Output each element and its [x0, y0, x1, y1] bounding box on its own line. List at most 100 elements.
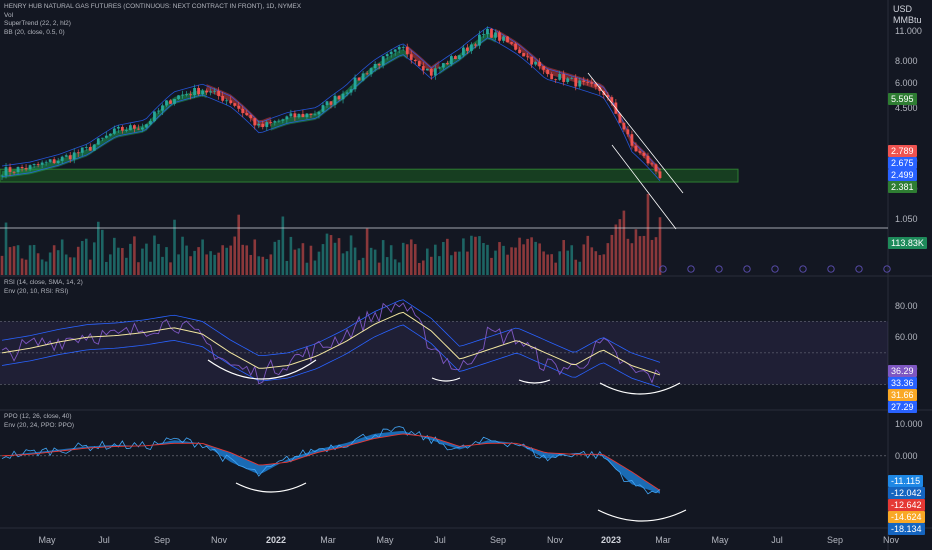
rsi-legend-title[interactable]: RSI (14, close, SMA, 14, 2)	[4, 279, 83, 286]
candle	[437, 67, 441, 69]
candle	[433, 68, 437, 76]
time-axis-label: May	[376, 535, 394, 545]
candle	[112, 128, 116, 134]
time-axis-label: Nov	[546, 535, 564, 545]
ppo-legend-title[interactable]: PPO (12, 26, close, 40)	[4, 413, 72, 420]
volume-bar	[614, 224, 618, 275]
volume-bar	[257, 256, 261, 275]
candle	[317, 111, 321, 115]
volume-bar	[56, 250, 60, 275]
volume-bar	[353, 247, 357, 275]
ppo-legend: PPO (12, 26, close, 40) Env (20, 24, PPO…	[4, 413, 74, 430]
candle	[241, 108, 245, 114]
volume-bar	[0, 255, 4, 275]
volume-bar	[165, 247, 168, 275]
candle	[233, 103, 237, 106]
candle	[369, 68, 373, 75]
volume-bar	[385, 257, 389, 275]
volume-bar	[193, 250, 196, 275]
volume-bar	[490, 257, 493, 275]
candle	[149, 121, 152, 125]
candle	[417, 61, 421, 67]
candle	[32, 164, 36, 166]
candle	[72, 152, 76, 160]
volume-bar	[610, 234, 614, 275]
candle	[12, 171, 16, 173]
supertrend-legend[interactable]: SuperTrend (22, 2, hl2)	[4, 20, 71, 27]
candle	[377, 63, 381, 66]
volume-bar	[297, 248, 301, 275]
ppo-price-label: -12.642	[888, 499, 925, 511]
candle	[16, 167, 20, 173]
volume-bar	[189, 256, 192, 275]
volume-bar	[105, 261, 108, 275]
volume-bar	[145, 243, 148, 275]
candle	[277, 120, 281, 122]
candle	[578, 80, 582, 87]
volume-bar	[113, 237, 116, 275]
volume-bar	[141, 248, 144, 275]
volume-bar	[361, 257, 365, 275]
volume-bar	[594, 251, 598, 275]
candle	[441, 63, 445, 68]
volume-bar	[518, 237, 521, 275]
rsi-ma-line	[1, 311, 661, 376]
volume-bar	[425, 248, 429, 275]
volume-bar	[626, 238, 630, 275]
volume-bar	[157, 243, 160, 275]
candle	[470, 44, 473, 51]
candle	[221, 95, 225, 101]
volume-bar	[538, 243, 541, 275]
candle	[353, 77, 357, 90]
volume-bar	[4, 222, 8, 275]
volume-bar	[494, 250, 497, 275]
candle	[658, 171, 662, 179]
volume-bar	[325, 233, 329, 275]
rsi-line	[1, 302, 661, 385]
main-legend-title[interactable]: HENRY HUB NATURAL GAS FUTURES (CONTINUOU…	[4, 3, 302, 10]
main-price-label: 5.595	[888, 93, 917, 105]
candle	[52, 159, 56, 164]
rsi-arc-annotation	[207, 359, 317, 380]
volume-legend[interactable]: Vol	[4, 11, 14, 19]
candle	[205, 90, 209, 93]
volume-bar	[213, 254, 216, 275]
volume-bar	[12, 246, 16, 275]
candle	[181, 94, 184, 96]
rsi-envelope-legend[interactable]: Env (20, 10, RSI: RSI)	[4, 287, 69, 295]
volume-bar	[417, 262, 421, 275]
volume-bar	[233, 236, 237, 275]
candle	[634, 145, 638, 152]
candle	[393, 49, 397, 52]
candle	[453, 56, 457, 60]
candle	[88, 147, 92, 151]
volume-bar	[329, 235, 333, 275]
ppo-envelope-legend[interactable]: Env (20, 24, PPO: PPO)	[4, 421, 75, 429]
candle	[397, 47, 401, 50]
ppo-price-label: -14.624	[888, 511, 925, 523]
volume-bar	[225, 247, 228, 275]
bollinger-legend[interactable]: BB (20, close, 0.5, 0)	[4, 28, 65, 36]
candle	[526, 56, 529, 58]
volume-bar	[20, 258, 24, 275]
volume-bar	[506, 254, 509, 275]
axis-tick-label: 1.050	[895, 214, 918, 224]
volume-bar	[650, 239, 654, 275]
candle	[269, 122, 273, 123]
ppo-arc-annotation	[235, 482, 307, 493]
volume-bar	[622, 210, 626, 275]
candle	[630, 134, 634, 146]
candle	[606, 95, 610, 98]
volume-bar	[68, 257, 72, 275]
candle	[421, 66, 425, 71]
candle	[554, 79, 558, 81]
candle	[313, 114, 317, 116]
volume-bar	[534, 241, 537, 275]
trendline-lower	[611, 144, 677, 230]
volume-bar	[129, 243, 132, 275]
volume-bar	[578, 261, 582, 275]
volume-bar	[574, 259, 578, 275]
volume-bar	[341, 253, 345, 275]
